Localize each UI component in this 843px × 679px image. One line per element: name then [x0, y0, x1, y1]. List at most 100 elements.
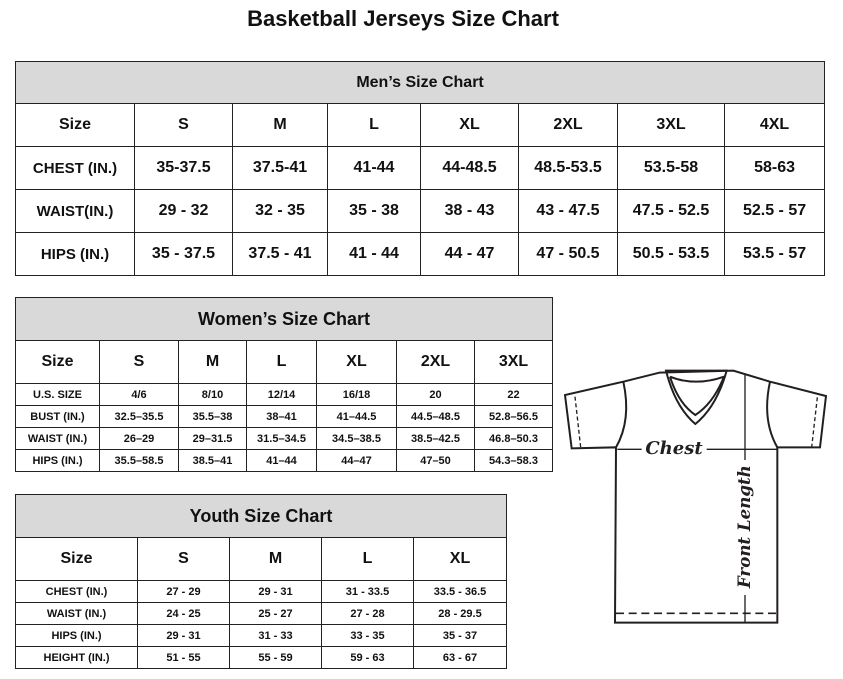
- measurement-cell: 53.5-58: [617, 146, 725, 190]
- measurement-cell: 25 - 27: [229, 602, 322, 625]
- measurement-cell: 51 - 55: [137, 646, 230, 669]
- left-armhole: [615, 381, 628, 448]
- size-column-header: 3XL: [473, 340, 554, 384]
- measurement-cell: 52.8–56.5: [473, 405, 554, 428]
- measurement-cell: 29 - 31: [229, 580, 322, 603]
- measurement-cell: 46.8–50.3: [473, 427, 554, 450]
- size-column-header: 4XL: [723, 103, 826, 147]
- measurement-cell: 55 - 59: [229, 646, 322, 669]
- measurement-cell: 50.5 - 53.5: [617, 232, 725, 276]
- table-heading: Youth Size Chart: [14, 494, 508, 538]
- measurement-cell: 20: [396, 383, 475, 406]
- measurement-cell: 38.5–42.5: [396, 427, 475, 450]
- measurement-cell: 29 - 31: [137, 624, 230, 647]
- measurement-cell: 35-37.5: [134, 146, 233, 190]
- table-row: HIPS (IN.) 29 - 31 31 - 33 33 - 35 35 - 37: [15, 624, 508, 647]
- table-row: CHEST (IN.) 27 - 29 29 - 31 31 - 33.5 33.5 -…: [15, 580, 508, 603]
- size-column-header: L: [327, 103, 421, 147]
- mens-size-table: Men’s Size Chart Size S M L XL 2XL 3XL 4XL CHEST …: [14, 61, 826, 276]
- size-column-header: M: [229, 537, 322, 581]
- size-label: Size: [15, 537, 138, 581]
- size-label: Size: [15, 103, 135, 147]
- measurement-cell: 52.5 - 57: [723, 189, 826, 233]
- measurement-cell: 47.5 - 52.5: [617, 189, 725, 233]
- front-length-label: Front Length: [734, 465, 754, 589]
- measurement-cell: 35 - 37: [412, 624, 508, 647]
- measurement-cell: 12/14: [246, 383, 317, 406]
- measurement-cell: 44.5–48.5: [396, 405, 475, 428]
- row-label: BUST (IN.): [15, 405, 100, 428]
- measurement-cell: 26–29: [99, 427, 179, 450]
- size-column-header: L: [246, 340, 317, 384]
- row-label: CHEST (IN.): [15, 146, 135, 190]
- measurement-cell: 63 - 67: [412, 646, 508, 669]
- measurement-cell: 34.5–38.5: [316, 427, 397, 450]
- size-column-header: M: [232, 103, 328, 147]
- size-column-header: 2XL: [396, 340, 475, 384]
- measurement-cell: 35.5–38: [178, 405, 247, 428]
- sleeve-hem-left: [574, 396, 582, 448]
- table-row: CHEST (IN.) 35-37.5 37.5-41 41-44 44-48.5 48.…: [15, 146, 826, 190]
- size-column-header: 3XL: [617, 103, 725, 147]
- measurement-cell: 4/6: [99, 383, 179, 406]
- row-label: HEIGHT (IN.): [15, 646, 138, 669]
- measurement-cell: 47 - 50.5: [518, 232, 618, 276]
- right-armhole: [766, 381, 779, 448]
- measurement-cell: 41-44: [327, 146, 421, 190]
- measurement-cell: 48.5-53.5: [518, 146, 618, 190]
- measurement-cell: 8/10: [178, 383, 247, 406]
- measurement-cell: 31 - 33.5: [321, 580, 414, 603]
- measurement-cell: 44 - 47: [420, 232, 519, 276]
- measurement-cell: 31 - 33: [229, 624, 322, 647]
- table-row: WAIST (IN.) 26–29 29–31.5 31.5–34.5 34.5–38.…: [15, 427, 554, 450]
- size-column-header: 2XL: [518, 103, 618, 147]
- measurement-cell: 41–44: [246, 449, 317, 472]
- measurement-cell: 38.5–41: [178, 449, 247, 472]
- womens-size-table: Women’s Size Chart Size S M L XL 2XL 3XL U.S. SI…: [14, 297, 554, 472]
- measurement-cell: 47–50: [396, 449, 475, 472]
- size-header-row: Size S M L XL 2XL 3XL 4XL: [15, 103, 826, 147]
- measurement-cell: 54.3–58.3: [473, 449, 554, 472]
- collar-inner: [669, 374, 726, 417]
- measurement-cell: 44-48.5: [420, 146, 519, 190]
- measurement-cell: 41–44.5: [316, 405, 397, 428]
- measurement-cell: 41 - 44: [327, 232, 421, 276]
- measurement-cell: 32 - 35: [232, 189, 328, 233]
- tshirt-outline: [563, 369, 828, 624]
- table-heading-row: Youth Size Chart: [14, 494, 508, 538]
- table-row: WAIST(IN.) 29 - 32 32 - 35 35 - 38 38 - 43 43…: [15, 189, 826, 233]
- measurement-cell: 29 - 32: [134, 189, 233, 233]
- measurement-cell: 22: [473, 383, 554, 406]
- measurement-cell: 35 - 37.5: [134, 232, 233, 276]
- measurement-cell: 29–31.5: [178, 427, 247, 450]
- row-label: WAIST (IN.): [15, 427, 100, 450]
- table-heading: Women’s Size Chart: [14, 297, 554, 341]
- size-column-header: XL: [412, 537, 508, 581]
- table-row: HEIGHT (IN.) 51 - 55 55 - 59 59 - 63 63 - 67: [15, 646, 508, 669]
- row-label: WAIST(IN.): [15, 189, 135, 233]
- page-title: Basketball Jerseys Size Chart: [247, 6, 559, 31]
- size-label: Size: [15, 340, 100, 384]
- row-label: HIPS (IN.): [15, 232, 135, 276]
- measurement-cell: 31.5–34.5: [246, 427, 317, 450]
- tshirt-measurement-diagram: Chest Front Length: [563, 369, 828, 624]
- table-heading-row: Men’s Size Chart: [14, 61, 826, 104]
- measurement-cell: 24 - 25: [137, 602, 230, 625]
- measurement-cell: 58-63: [723, 146, 826, 190]
- collar: [664, 369, 728, 426]
- measurement-cell: 38 - 43: [420, 189, 519, 233]
- size-column-header: S: [137, 537, 230, 581]
- table-row: HIPS (IN.) 35 - 37.5 37.5 - 41 41 - 44 44 - …: [15, 232, 826, 276]
- measurement-cell: 16/18: [316, 383, 397, 406]
- measurement-cell: 37.5-41: [232, 146, 328, 190]
- measurement-cell: 32.5–35.5: [99, 405, 179, 428]
- measurement-cell: 33.5 - 36.5: [412, 580, 508, 603]
- size-header-row: Size S M L XL 2XL 3XL: [15, 340, 554, 384]
- measurement-cell: 27 - 29: [137, 580, 230, 603]
- row-label: CHEST (IN.): [15, 580, 138, 603]
- chest-label: Chest: [645, 438, 703, 459]
- size-column-header: XL: [420, 103, 519, 147]
- measurement-cell: 35 - 38: [327, 189, 421, 233]
- table-heading-row: Women’s Size Chart: [14, 297, 554, 341]
- table-heading: Men’s Size Chart: [14, 61, 826, 104]
